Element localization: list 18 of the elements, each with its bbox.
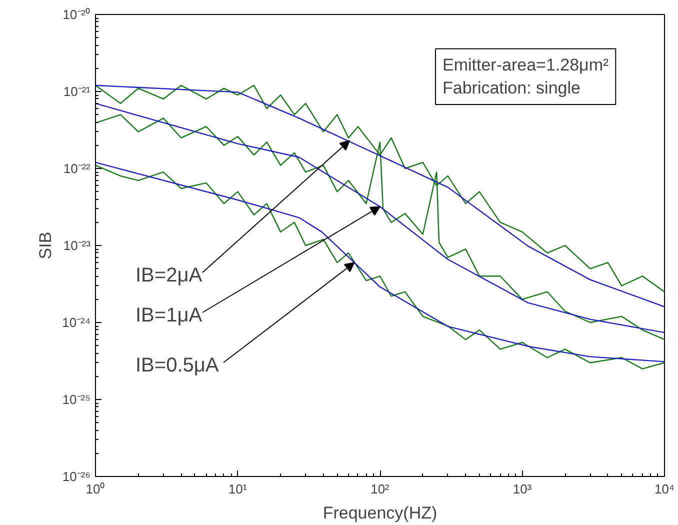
annotation: Emitter-area=1.28μm² Fabrication: single: [442, 56, 609, 98]
y-tick-label: 10⁻²³: [63, 238, 92, 253]
annotation: IB=0.5μA: [136, 354, 220, 376]
annotation: IB=1μA: [136, 304, 203, 326]
y-axis-title: SIB: [36, 232, 56, 260]
x-tick-label: 10⁴: [654, 482, 675, 496]
annotation: IB=2μA: [136, 264, 203, 286]
y-tick-label: 10⁻²⁶: [62, 469, 90, 484]
y-tick-label: 10⁻²⁰: [62, 7, 91, 22]
x-tick-label: 10⁰: [86, 482, 106, 496]
x-tick-label: 10¹: [228, 482, 248, 496]
y-tick-label: 10⁻²²: [63, 161, 92, 176]
x-tick-label: 10³: [512, 482, 532, 496]
y-tick-label: 10⁻²⁵: [62, 392, 91, 407]
y-tick-label: 10⁻²⁴: [62, 315, 90, 330]
x-tick-label: 10²: [370, 482, 390, 496]
y-tick-label: 10⁻²¹: [63, 84, 92, 99]
x-axis-title: Frequency(HZ): [322, 504, 438, 522]
